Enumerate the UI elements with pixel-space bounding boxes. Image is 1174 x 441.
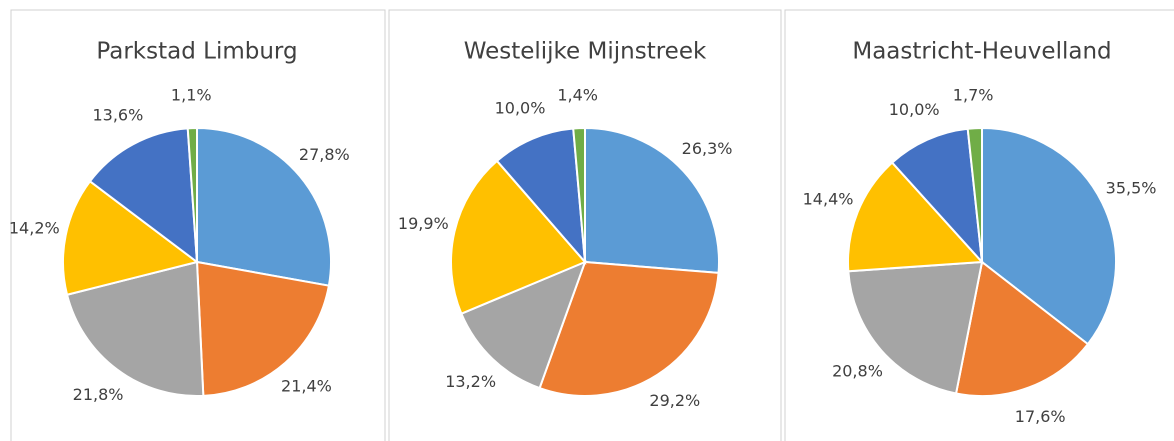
pie-slice [450,159,587,315]
data-label: 14,2% [9,219,60,238]
pie-slice [584,126,720,275]
pie-slice [966,126,983,263]
pie-slice [88,127,199,265]
data-label: 14,4% [803,189,854,208]
pie-slice [572,126,586,263]
pie-slice [62,179,200,296]
data-label: 35,5% [1106,178,1157,197]
data-label: 20,8% [832,361,883,380]
pie-slice [495,127,587,265]
pie-slice [195,260,331,397]
data-label: 21,4% [281,376,332,395]
panel-border [388,9,782,441]
data-label: 21,8% [73,385,124,404]
pie-slice [65,260,205,397]
pie-slice [890,127,984,265]
panel-border [784,9,1174,441]
chart-title: Parkstad Limburg [96,39,297,65]
chart-title: Maastricht-Heuvelland [852,39,1111,65]
data-label: 13,6% [92,106,143,125]
data-label: 1,4% [557,86,598,105]
pie-slice [981,126,1117,346]
data-label: 26,3% [682,139,733,158]
chart-title: Westelijke Mijnstreek [464,39,707,65]
pie-slice [196,126,332,287]
data-label: 1,7% [953,86,994,105]
pie-slice [538,260,720,397]
data-label: 13,2% [445,372,496,391]
data-label: 10,0% [495,99,546,118]
data-label: 10,0% [889,100,940,119]
panel-border [10,9,386,441]
data-label: 29,2% [649,391,700,410]
pie-slice [186,126,198,263]
data-label: 19,9% [398,214,449,233]
data-label: 27,8% [299,145,350,164]
data-label: 17,6% [1015,407,1066,426]
pie-slice [954,260,1090,397]
pie-slice [847,260,984,395]
data-label: 1,1% [171,86,212,105]
pie-slice [460,260,587,390]
pie-slice [847,161,985,273]
